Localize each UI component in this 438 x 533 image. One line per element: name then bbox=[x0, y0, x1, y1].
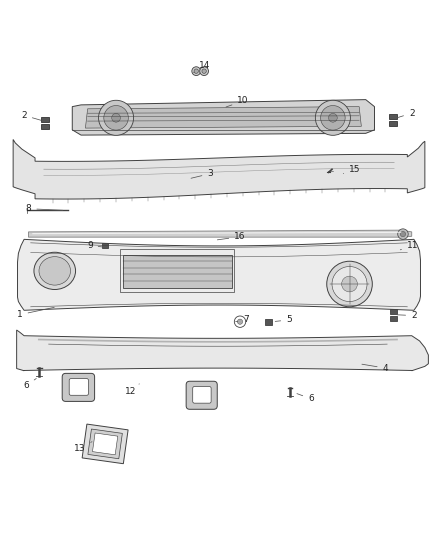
Bar bbox=[265, 319, 272, 325]
Text: 2: 2 bbox=[395, 109, 414, 118]
Text: 1: 1 bbox=[17, 308, 54, 319]
Bar bbox=[41, 117, 49, 122]
Text: 7: 7 bbox=[236, 316, 249, 325]
FancyBboxPatch shape bbox=[62, 374, 95, 401]
Circle shape bbox=[104, 106, 128, 130]
Circle shape bbox=[321, 106, 345, 130]
Text: 13: 13 bbox=[74, 442, 92, 453]
Polygon shape bbox=[82, 424, 128, 464]
FancyBboxPatch shape bbox=[69, 378, 88, 395]
Text: 15: 15 bbox=[343, 165, 360, 174]
Circle shape bbox=[328, 114, 337, 122]
Polygon shape bbox=[18, 239, 420, 310]
FancyBboxPatch shape bbox=[193, 386, 211, 403]
Polygon shape bbox=[88, 429, 122, 459]
Ellipse shape bbox=[39, 257, 71, 285]
FancyBboxPatch shape bbox=[186, 381, 217, 409]
Circle shape bbox=[200, 67, 208, 76]
Text: 10: 10 bbox=[226, 96, 249, 107]
Text: 2: 2 bbox=[21, 111, 41, 120]
Circle shape bbox=[234, 316, 246, 327]
Circle shape bbox=[237, 319, 243, 324]
Text: 5: 5 bbox=[275, 316, 292, 325]
Polygon shape bbox=[28, 230, 412, 237]
Polygon shape bbox=[13, 140, 425, 199]
Polygon shape bbox=[17, 330, 428, 371]
Circle shape bbox=[315, 100, 350, 135]
Bar bbox=[389, 114, 397, 119]
Text: 6: 6 bbox=[23, 378, 36, 390]
Text: 9: 9 bbox=[87, 241, 106, 250]
Circle shape bbox=[194, 69, 198, 74]
Circle shape bbox=[99, 100, 134, 135]
Polygon shape bbox=[92, 433, 118, 455]
Bar bbox=[102, 243, 108, 248]
Bar bbox=[390, 309, 397, 314]
Text: 12: 12 bbox=[125, 384, 139, 396]
Circle shape bbox=[202, 69, 206, 74]
Text: 11: 11 bbox=[400, 241, 418, 250]
Bar bbox=[123, 255, 232, 287]
Text: 4: 4 bbox=[362, 364, 388, 373]
Polygon shape bbox=[72, 100, 374, 135]
Polygon shape bbox=[85, 107, 361, 128]
Circle shape bbox=[400, 231, 406, 237]
Text: 16: 16 bbox=[217, 232, 246, 241]
Ellipse shape bbox=[34, 252, 76, 289]
Bar bbox=[389, 121, 397, 126]
Bar bbox=[390, 316, 397, 321]
Circle shape bbox=[398, 229, 408, 239]
Circle shape bbox=[192, 67, 201, 76]
Bar bbox=[41, 124, 49, 129]
Text: 8: 8 bbox=[25, 204, 63, 213]
Bar bbox=[120, 249, 234, 292]
Circle shape bbox=[332, 266, 367, 302]
Text: 14: 14 bbox=[194, 61, 211, 72]
Text: 2: 2 bbox=[397, 311, 417, 320]
Circle shape bbox=[112, 114, 120, 122]
Circle shape bbox=[327, 261, 372, 307]
Text: 6: 6 bbox=[297, 393, 314, 403]
Circle shape bbox=[342, 276, 357, 292]
Text: 3: 3 bbox=[191, 169, 213, 178]
